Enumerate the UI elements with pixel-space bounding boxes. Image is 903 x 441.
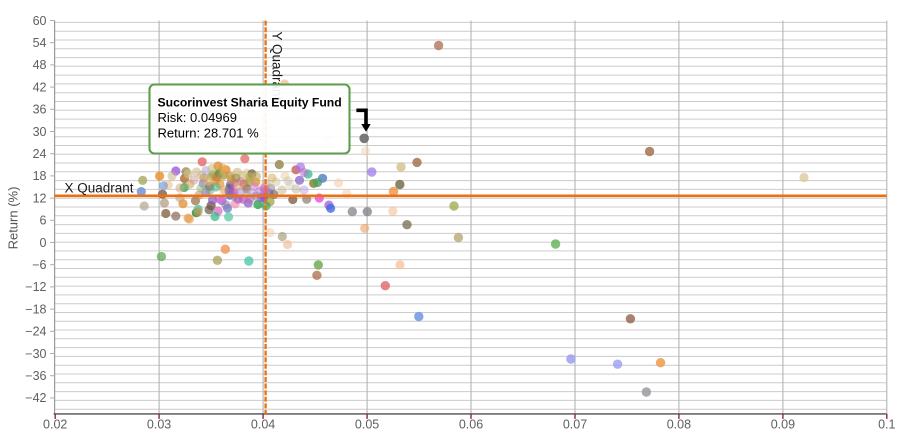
svg-text:0.02: 0.02 (43, 418, 67, 432)
svg-text:X Quadrant: X Quadrant (65, 180, 134, 195)
svg-text:0.05: 0.05 (355, 418, 379, 432)
svg-text:Y Quadrant: Y Quadrant (269, 32, 284, 101)
svg-text:0.03: 0.03 (147, 418, 171, 432)
svg-text:0.1: 0.1 (878, 418, 895, 432)
svg-text:0.04: 0.04 (251, 418, 275, 432)
svg-text:Return: 28.701 %: Return: 28.701 % (158, 126, 260, 141)
svg-text:0.06: 0.06 (459, 418, 483, 432)
svg-text:Sucorinvest Sharia Equity Fund: Sucorinvest Sharia Equity Fund (158, 96, 342, 110)
svg-text:Return (%): Return (%) (6, 187, 21, 250)
svg-text:30: 30 (33, 125, 47, 139)
svg-text:36: 36 (33, 103, 47, 117)
svg-text:12: 12 (33, 191, 47, 205)
svg-text:0.07: 0.07 (563, 418, 587, 432)
svg-text:0.08: 0.08 (667, 418, 691, 432)
svg-text:−6: −6 (32, 258, 46, 272)
svg-text:18: 18 (33, 169, 47, 183)
svg-text:0.09: 0.09 (771, 418, 795, 432)
svg-text:6: 6 (40, 214, 47, 228)
svg-text:Risk: 0.04969: Risk: 0.04969 (158, 110, 238, 125)
svg-text:−42: −42 (25, 391, 46, 405)
svg-text:24: 24 (33, 147, 47, 161)
svg-text:42: 42 (33, 80, 47, 94)
svg-text:−24: −24 (25, 325, 46, 339)
svg-text:60: 60 (33, 14, 47, 28)
svg-text:48: 48 (33, 58, 47, 72)
svg-text:0: 0 (40, 236, 47, 250)
svg-text:54: 54 (33, 36, 47, 50)
svg-text:−36: −36 (25, 369, 46, 383)
svg-text:−12: −12 (25, 280, 46, 294)
svg-text:−18: −18 (25, 302, 46, 316)
svg-text:−30: −30 (25, 347, 46, 361)
